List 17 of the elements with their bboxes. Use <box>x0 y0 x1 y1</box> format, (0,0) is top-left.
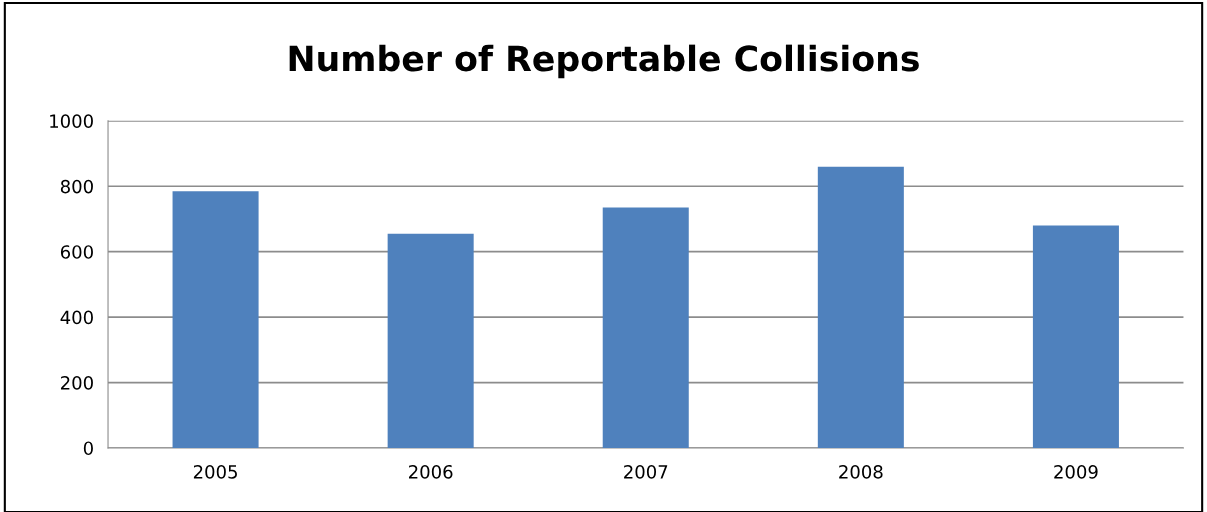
x-tick-label: 2009 <box>1054 464 1098 479</box>
bar <box>172 191 259 448</box>
bar <box>602 207 689 448</box>
bar <box>387 233 474 448</box>
y-tick-label: 0 <box>83 441 93 456</box>
chart-title: Number of Reportable Collisions <box>289 44 919 79</box>
y-tick-label: 400 <box>60 310 93 325</box>
y-tick-label: 200 <box>61 376 93 390</box>
x-tick-label: 2008 <box>839 464 883 479</box>
x-tick-label: 2007 <box>624 464 668 479</box>
y-tick-label: 600 <box>60 245 93 259</box>
x-tick-label: 2006 <box>409 464 453 479</box>
y-tick-label: 800 <box>60 179 93 194</box>
x-tick-label: 2005 <box>193 464 237 479</box>
bar <box>1032 225 1119 448</box>
bar <box>817 166 904 448</box>
y-tick-label: 1000 <box>50 114 93 128</box>
